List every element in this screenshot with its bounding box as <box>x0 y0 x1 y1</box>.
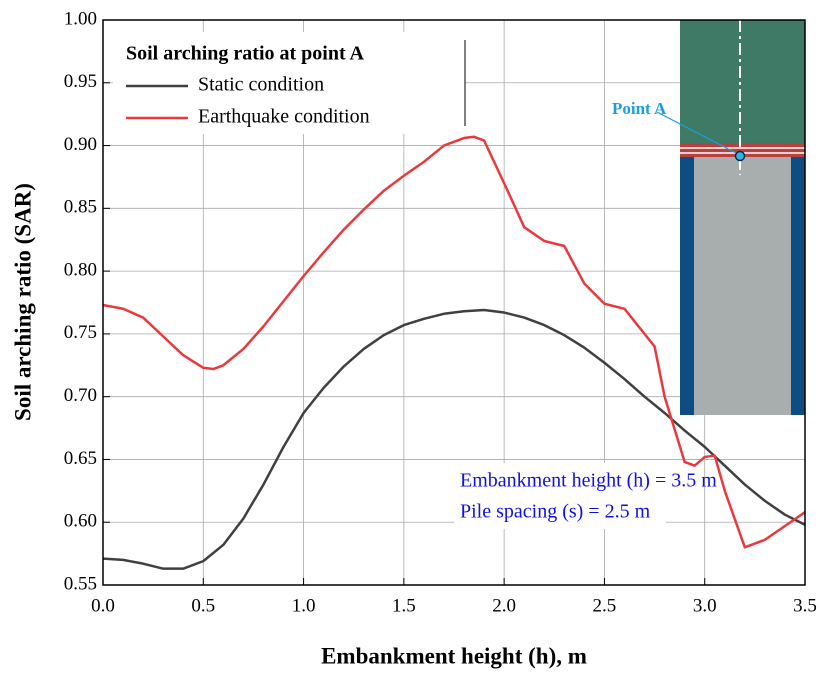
y-axis-title: Soil arching ratio (SAR) <box>10 183 35 421</box>
y-tick-label: 0.65 <box>64 448 97 469</box>
x-tick-label: 1.0 <box>292 595 316 616</box>
x-tick-label: 0.5 <box>191 595 215 616</box>
inset-label: Point A <box>612 99 667 118</box>
annotation: Embankment height (h) = 3.5 m <box>460 470 717 492</box>
series-line <box>102 308 806 570</box>
plot-data <box>102 135 806 570</box>
legend-label: Static condition <box>198 74 324 96</box>
y-tick-label: 0.75 <box>64 322 97 343</box>
y-tick-label: 0.55 <box>64 573 97 594</box>
y-tick-label: 0.95 <box>64 71 97 92</box>
y-tick-label: 0.60 <box>64 511 97 532</box>
x-tick-label: 0.0 <box>91 595 115 616</box>
y-tick-label: 0.80 <box>64 259 97 280</box>
y-tick-label: 0.70 <box>64 385 97 406</box>
x-tick-label: 3.5 <box>793 595 817 616</box>
legend-label: Earthquake condition <box>198 106 370 128</box>
y-tick-label: 1.00 <box>64 8 97 29</box>
x-axis-title: Embankment height (h), m <box>321 643 587 668</box>
y-tick-label: 0.85 <box>64 197 97 218</box>
inset-diagram: Point A <box>612 20 805 415</box>
y-tick-label: 0.90 <box>64 134 97 155</box>
plot-frame <box>102 19 806 586</box>
x-tick-label: 2.0 <box>492 595 516 616</box>
annotation-box <box>454 463 666 529</box>
legend-title: Soil arching ratio at point A <box>126 43 365 65</box>
x-tick-label: 2.5 <box>593 595 617 616</box>
annotation: Pile spacing (s) = 2.5 m <box>460 501 651 523</box>
x-tick-label: 1.5 <box>392 595 416 616</box>
x-tick-label: 3.0 <box>693 595 717 616</box>
series-line <box>102 135 806 549</box>
